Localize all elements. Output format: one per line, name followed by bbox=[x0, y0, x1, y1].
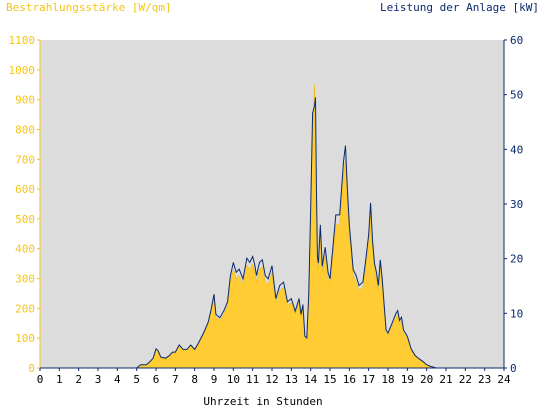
x-tick-label: 14 bbox=[304, 373, 318, 386]
left-axis-title: Bestrahlungsstärke [W/qm] bbox=[6, 1, 172, 14]
x-tick-label: 11 bbox=[246, 373, 259, 386]
left-tick-label: 700 bbox=[15, 153, 35, 166]
x-tick-label: 22 bbox=[459, 373, 472, 386]
x-tick-label: 4 bbox=[114, 373, 121, 386]
x-tick-label: 10 bbox=[227, 373, 240, 386]
right-tick-label: 40 bbox=[510, 143, 523, 156]
x-tick-label: 19 bbox=[401, 373, 414, 386]
right-tick-label: 60 bbox=[510, 34, 523, 47]
x-axis-title: Uhrzeit in Stunden bbox=[203, 395, 322, 408]
x-tick-label: 3 bbox=[95, 373, 102, 386]
left-tick-label: 1100 bbox=[9, 34, 36, 47]
x-tick-label: 8 bbox=[191, 373, 198, 386]
left-tick-label: 1000 bbox=[9, 64, 36, 77]
right-tick-label: 0 bbox=[510, 362, 517, 375]
x-tick-label: 23 bbox=[478, 373, 491, 386]
left-tick-label: 100 bbox=[15, 332, 35, 345]
x-tick-label: 15 bbox=[323, 373, 336, 386]
x-tick-label: 18 bbox=[381, 373, 394, 386]
right-axis-ticks: 0 10 20 30 40 50 60 bbox=[504, 34, 523, 375]
x-tick-label: 0 bbox=[37, 373, 44, 386]
x-tick-label: 24 bbox=[497, 373, 511, 386]
x-tick-label: 1 bbox=[56, 373, 63, 386]
left-tick-label: 200 bbox=[15, 302, 35, 315]
x-tick-label: 5 bbox=[133, 373, 140, 386]
x-axis-ticks: 0 1 2 3 4 5 6 7 8 9 10 11 12 13 14 15 16 17 18 19 20 21 22 23 24 bbox=[37, 368, 511, 386]
x-tick-label: 17 bbox=[362, 373, 375, 386]
power-line bbox=[40, 97, 504, 369]
right-tick-label: 10 bbox=[510, 307, 523, 320]
left-tick-label: 600 bbox=[15, 183, 35, 196]
x-tick-label: 20 bbox=[420, 373, 433, 386]
x-tick-label: 2 bbox=[75, 373, 82, 386]
x-tick-label: 13 bbox=[285, 373, 298, 386]
right-axis-title: Leistung der Anlage [kW] bbox=[380, 1, 539, 14]
right-tick-label: 30 bbox=[510, 198, 523, 211]
left-tick-label: 0 bbox=[28, 362, 35, 375]
x-tick-label: 21 bbox=[439, 373, 452, 386]
left-tick-label: 400 bbox=[15, 243, 35, 256]
right-tick-label: 50 bbox=[510, 89, 523, 102]
x-tick-label: 16 bbox=[343, 373, 356, 386]
x-tick-label: 9 bbox=[211, 373, 218, 386]
left-tick-label: 800 bbox=[15, 123, 35, 136]
left-tick-label: 500 bbox=[15, 213, 35, 226]
left-tick-label: 300 bbox=[15, 273, 35, 286]
x-tick-label: 6 bbox=[153, 373, 160, 386]
x-tick-label: 12 bbox=[265, 373, 278, 386]
left-axis-ticks: 0 100 200 300 400 500 600 700 800 900 1000 1100 bbox=[9, 34, 40, 375]
right-tick-label: 20 bbox=[510, 253, 523, 266]
x-tick-label: 7 bbox=[172, 373, 179, 386]
left-tick-label: 900 bbox=[15, 94, 35, 107]
